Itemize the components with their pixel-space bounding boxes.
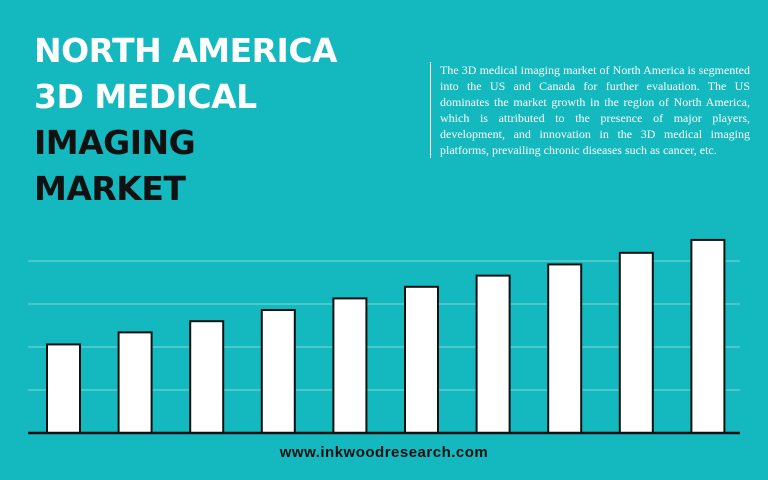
bar-10 xyxy=(690,238,726,434)
bar-2 xyxy=(117,331,153,435)
title-line-3: IMAGING xyxy=(34,123,196,162)
bar-8 xyxy=(547,263,583,434)
bar-9 xyxy=(618,251,654,434)
bars xyxy=(46,238,726,435)
title-line-4: MARKET xyxy=(34,169,186,208)
bar-1 xyxy=(46,343,81,435)
title-line-1: NORTH AMERICA xyxy=(34,31,338,70)
market-description: The 3D medical imaging market of North A… xyxy=(430,62,750,158)
website-url[interactable]: www.inkwoodresearch.com xyxy=(279,444,489,461)
title-line-2: 3D MEDICAL xyxy=(34,77,257,116)
chart-title: NORTH AMERICA 3D MEDICAL IMAGING MARKET xyxy=(34,28,338,212)
bar-6 xyxy=(404,285,439,434)
bar-5 xyxy=(332,297,368,434)
bar-4 xyxy=(260,309,296,434)
bar-7 xyxy=(475,274,511,434)
bar-3 xyxy=(189,320,225,435)
